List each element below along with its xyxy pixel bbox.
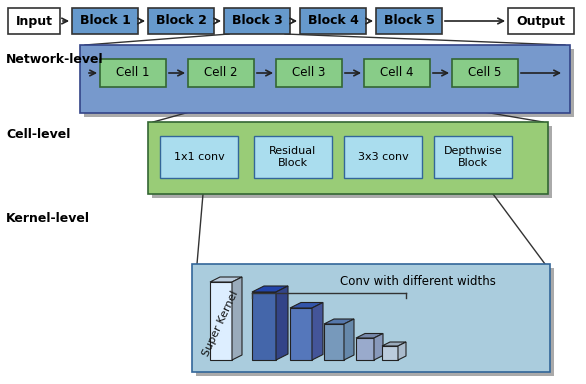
- Polygon shape: [324, 319, 354, 324]
- Bar: [376, 8, 442, 34]
- Polygon shape: [356, 333, 383, 338]
- Bar: [344, 136, 422, 178]
- Text: Conv with different widths: Conv with different widths: [340, 275, 496, 288]
- Text: Cell-level: Cell-level: [6, 128, 70, 141]
- Bar: [160, 136, 238, 178]
- Text: Residual
Block: Residual Block: [270, 146, 316, 168]
- Polygon shape: [276, 286, 288, 360]
- Text: Output: Output: [516, 15, 565, 28]
- Polygon shape: [232, 277, 242, 360]
- Bar: [434, 136, 512, 178]
- Text: Block 2: Block 2: [155, 15, 206, 28]
- Bar: [210, 282, 232, 360]
- Text: Cell 4: Cell 4: [380, 66, 414, 79]
- Bar: [152, 126, 552, 198]
- Polygon shape: [374, 333, 383, 360]
- Text: Cell 2: Cell 2: [205, 66, 238, 79]
- Polygon shape: [210, 277, 242, 282]
- Bar: [100, 59, 166, 87]
- Bar: [148, 8, 214, 34]
- Polygon shape: [344, 319, 354, 360]
- Text: Input: Input: [15, 15, 53, 28]
- Bar: [276, 59, 342, 87]
- Bar: [84, 49, 574, 117]
- Bar: [8, 8, 60, 34]
- Polygon shape: [398, 342, 406, 360]
- Bar: [508, 8, 574, 34]
- Text: Cell 1: Cell 1: [116, 66, 150, 79]
- Polygon shape: [312, 303, 323, 360]
- Bar: [192, 264, 550, 372]
- Text: Cell 3: Cell 3: [292, 66, 326, 79]
- Polygon shape: [290, 303, 323, 308]
- Bar: [364, 59, 430, 87]
- Bar: [224, 8, 290, 34]
- Bar: [356, 338, 374, 360]
- Bar: [382, 346, 398, 360]
- Text: Block 5: Block 5: [384, 15, 434, 28]
- Bar: [148, 122, 548, 194]
- Polygon shape: [382, 342, 406, 346]
- Polygon shape: [252, 286, 288, 292]
- Bar: [252, 292, 276, 360]
- Bar: [452, 59, 518, 87]
- Text: 1x1 conv: 1x1 conv: [173, 152, 224, 162]
- Bar: [290, 308, 312, 360]
- Text: Network-level: Network-level: [6, 53, 104, 66]
- Text: Depthwise
Block: Depthwise Block: [444, 146, 502, 168]
- Text: Cell 5: Cell 5: [468, 66, 502, 79]
- Bar: [80, 45, 570, 113]
- Bar: [72, 8, 138, 34]
- Bar: [300, 8, 366, 34]
- Text: Block 1: Block 1: [80, 15, 131, 28]
- Text: 3x3 conv: 3x3 conv: [357, 152, 408, 162]
- Bar: [254, 136, 332, 178]
- Text: Block 4: Block 4: [308, 15, 359, 28]
- Text: Super Kernel: Super Kernel: [202, 290, 241, 358]
- Bar: [196, 268, 554, 376]
- Bar: [324, 324, 344, 360]
- Bar: [188, 59, 254, 87]
- Text: Kernel-level: Kernel-level: [6, 212, 90, 225]
- Text: Block 3: Block 3: [231, 15, 282, 28]
